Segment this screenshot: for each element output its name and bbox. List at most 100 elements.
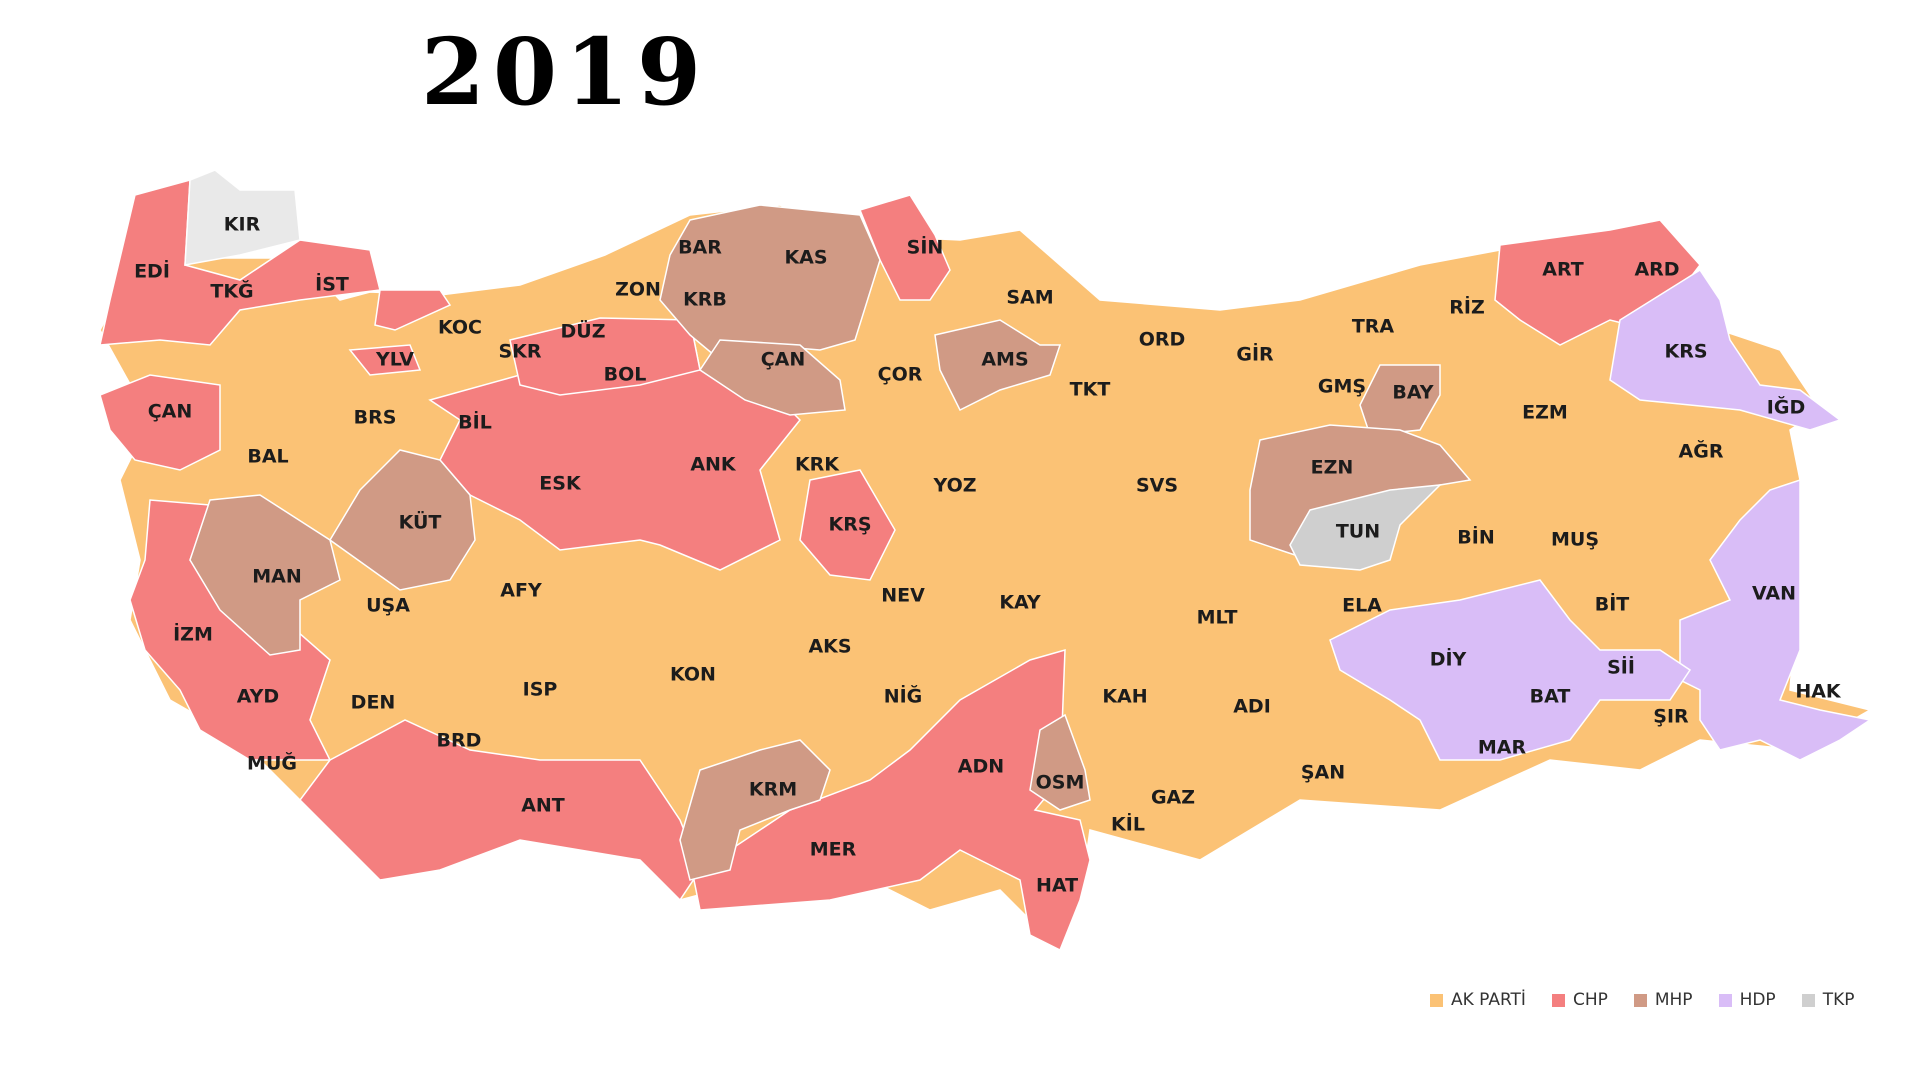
region-mhp-manisa (189, 494, 341, 656)
legend-label: MHP (1654, 990, 1693, 1010)
province-label: ANT (521, 795, 565, 817)
region-chp-thrace (99, 179, 381, 346)
province-label: KİL (1111, 812, 1145, 836)
province-label: KRM (749, 779, 797, 801)
region-mhp-osmaniye (1029, 713, 1091, 811)
region-mhp-bayburt (1359, 364, 1441, 436)
province-label: AMS (981, 349, 1028, 371)
region-chp-canakkale (99, 374, 221, 471)
province-label: KOC (438, 317, 482, 339)
province-label: AYD (237, 686, 279, 708)
province-label: KAH (1102, 686, 1147, 708)
region-chp-bolu (509, 317, 701, 396)
province-label: ANK (690, 454, 737, 476)
province-label: MUŞ (1551, 529, 1599, 551)
province-label: GMŞ (1318, 376, 1366, 398)
province-label: MLT (1197, 607, 1238, 629)
province-label: TUN (1336, 521, 1380, 543)
province-label: SAM (1006, 287, 1053, 309)
province-label: BAL (247, 446, 288, 468)
province-label: TKT (1070, 379, 1111, 401)
province-label: DÜZ (561, 319, 606, 343)
region-mhp-kastamonu (659, 204, 881, 361)
province-label: NİĞ (884, 684, 923, 708)
province-label: IĞD (1767, 395, 1805, 419)
map-legend: AK PARTİ CHP MHP HDP TKP (1430, 990, 1854, 1010)
legend-label: CHP (1572, 990, 1608, 1010)
region-mhp-cankiri (698, 339, 846, 416)
province-label: KAY (999, 592, 1041, 614)
province-label: SİN (907, 235, 944, 259)
province-label: ŞAN (1301, 762, 1345, 784)
region-chp-kirsehir (799, 469, 896, 581)
region-hdp-kars-igdir (1609, 268, 1842, 431)
province-label: OSM (1036, 772, 1085, 794)
province-label: DİY (1430, 647, 1467, 671)
province-label: ADI (1233, 696, 1271, 718)
province-label: ÇAN (148, 401, 193, 423)
region-hdp-southeast (1329, 579, 1692, 761)
legend-item-chp: CHP (1551, 990, 1608, 1010)
province-label: BAR (678, 237, 722, 259)
province-label: EDİ (134, 259, 170, 283)
province-label: EZN (1311, 457, 1354, 479)
province-label: HAT (1036, 875, 1078, 897)
province-label: KRŞ (828, 514, 871, 536)
province-label: RİZ (1449, 295, 1484, 319)
province-label: TKĞ (210, 279, 253, 303)
province-label: MUĞ (247, 751, 297, 775)
region-mhp-karaman (679, 739, 831, 881)
legend-label: TKP (1822, 990, 1855, 1010)
province-label: ÇOR (878, 364, 923, 386)
region-chp-antalya (299, 719, 701, 902)
province-label: BRS (354, 407, 397, 429)
legend-item-akp: AK PARTİ (1430, 990, 1526, 1010)
province-label: ADN (958, 756, 1004, 778)
province-label: YLV (375, 349, 414, 371)
region-tkp-tunceli (1289, 484, 1443, 571)
region-tkp-kirklareli (184, 169, 301, 266)
province-label: KRS (1664, 341, 1707, 363)
province-label: MAR (1478, 737, 1527, 759)
province-label: ISP (523, 679, 558, 701)
province-label: ARD (1634, 259, 1679, 281)
province-label: SKR (498, 341, 541, 363)
province-label: TRA (1352, 316, 1395, 338)
province-label: BRD (437, 730, 482, 752)
province-label: Sİİ (1607, 655, 1635, 679)
province-label: ÇAN (761, 349, 806, 371)
province-label: KAS (784, 247, 827, 269)
region-mhp-amasya (934, 319, 1062, 412)
province-label: İZM (173, 622, 213, 646)
province-label: BAT (1530, 686, 1571, 708)
province-label: ŞIR (1653, 706, 1689, 728)
legend-swatch (1718, 993, 1732, 1007)
legend-swatch (1801, 993, 1815, 1007)
legend-swatch (1430, 993, 1443, 1007)
province-label: ART (1542, 259, 1583, 281)
legend-swatch (1551, 993, 1565, 1007)
province-label: MAN (252, 566, 302, 588)
region-chp-yalova (348, 344, 422, 376)
legend-item-hdp: HDP (1718, 990, 1776, 1010)
province-labels: EDİ KIR TKĞ İST ÇAN YLV KOC SKR DÜZ ZON BAR KRB KAS S… (134, 214, 1842, 897)
province-label: ESK (539, 473, 582, 495)
region-chp-istanbul (374, 289, 452, 331)
province-label: UŞA (366, 595, 410, 617)
province-label: EZM (1522, 402, 1568, 424)
province-label: BAY (1392, 382, 1433, 404)
province-label: İST (315, 272, 349, 296)
legend-swatch (1633, 993, 1647, 1007)
province-label: SVS (1136, 475, 1178, 497)
map-title: 2019 (420, 18, 710, 126)
province-label: BİN (1457, 525, 1494, 549)
province-label: BOL (604, 364, 647, 386)
legend-label: AK PARTİ (1451, 990, 1526, 1010)
region-chp-sinop (858, 194, 951, 301)
region-mhp-kutahya (329, 449, 476, 591)
province-label: ELA (1342, 595, 1382, 617)
province-label: YOZ (932, 475, 976, 497)
province-label: KON (670, 664, 716, 686)
province-label: KRB (683, 289, 727, 311)
